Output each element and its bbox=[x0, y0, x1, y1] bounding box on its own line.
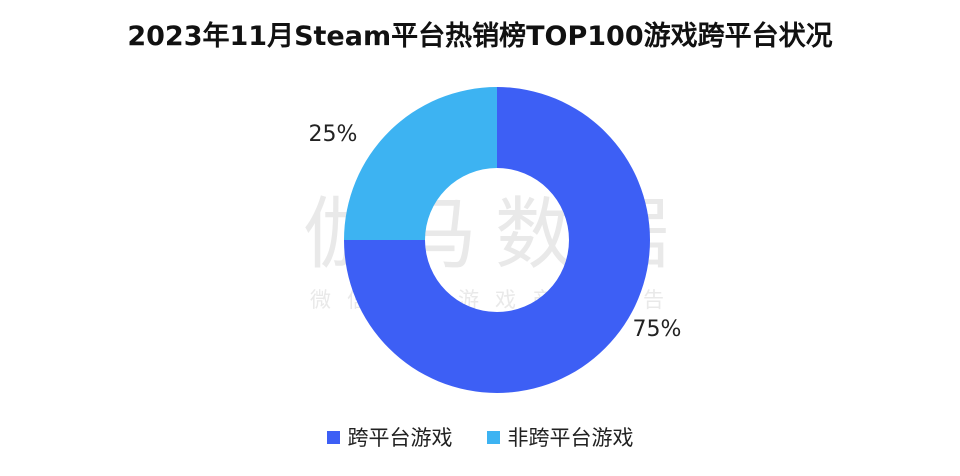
legend-item-non-cross-platform: 非跨平台游戏 bbox=[486, 422, 634, 452]
legend-swatch-non-cross-platform bbox=[486, 430, 500, 444]
legend-swatch-cross-platform bbox=[326, 430, 340, 444]
legend-label-non-cross-platform: 非跨平台游戏 bbox=[507, 426, 634, 450]
slice-non-cross-platform bbox=[344, 87, 497, 240]
legend-label-cross-platform: 跨平台游戏 bbox=[347, 426, 453, 450]
chart-title: 2023年11月Steam平台热销榜TOP100游戏跨平台状况 bbox=[127, 21, 833, 52]
data-label-cross-platform: 75% bbox=[633, 317, 682, 342]
legend-item-cross-platform: 跨平台游戏 bbox=[326, 422, 453, 452]
slice-cross-platform bbox=[344, 87, 650, 393]
legend: 跨平台游戏 非跨平台游戏 bbox=[0, 422, 960, 452]
data-label-non-cross-platform: 25% bbox=[309, 122, 358, 147]
